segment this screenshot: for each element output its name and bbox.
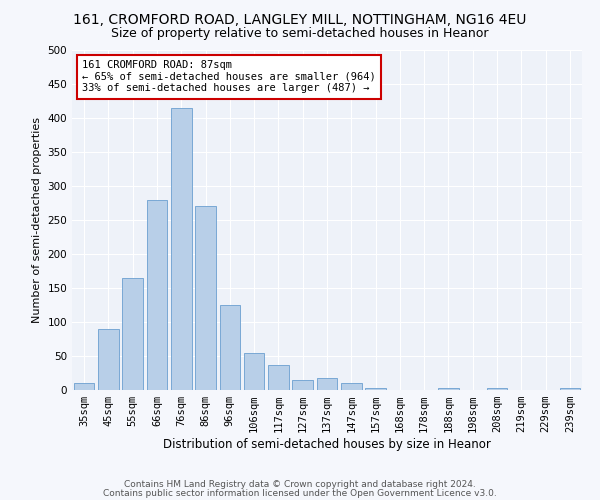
Text: 161 CROMFORD ROAD: 87sqm
← 65% of semi-detached houses are smaller (964)
33% of : 161 CROMFORD ROAD: 87sqm ← 65% of semi-d… <box>82 60 376 94</box>
X-axis label: Distribution of semi-detached houses by size in Heanor: Distribution of semi-detached houses by … <box>163 438 491 451</box>
Bar <box>341 383 362 390</box>
Bar <box>365 388 386 390</box>
Bar <box>487 388 508 390</box>
Text: Size of property relative to semi-detached houses in Heanor: Size of property relative to semi-detach… <box>111 28 489 40</box>
Bar <box>268 365 289 390</box>
Bar <box>171 108 191 390</box>
Bar <box>195 206 216 390</box>
Text: 161, CROMFORD ROAD, LANGLEY MILL, NOTTINGHAM, NG16 4EU: 161, CROMFORD ROAD, LANGLEY MILL, NOTTIN… <box>73 12 527 26</box>
Bar <box>122 278 143 390</box>
Bar <box>244 352 265 390</box>
Bar <box>292 380 313 390</box>
Bar <box>146 200 167 390</box>
Bar <box>560 388 580 390</box>
Bar <box>220 305 240 390</box>
Y-axis label: Number of semi-detached properties: Number of semi-detached properties <box>32 117 42 323</box>
Text: Contains public sector information licensed under the Open Government Licence v3: Contains public sector information licen… <box>103 488 497 498</box>
Bar <box>438 388 459 390</box>
Bar <box>317 378 337 390</box>
Text: Contains HM Land Registry data © Crown copyright and database right 2024.: Contains HM Land Registry data © Crown c… <box>124 480 476 489</box>
Bar <box>98 329 119 390</box>
Bar <box>74 383 94 390</box>
